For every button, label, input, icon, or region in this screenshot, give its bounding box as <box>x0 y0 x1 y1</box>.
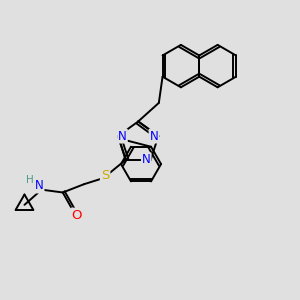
Text: O: O <box>71 208 82 222</box>
Text: N: N <box>35 179 44 193</box>
Text: N: N <box>142 153 151 166</box>
Text: H: H <box>26 175 34 185</box>
Text: N: N <box>118 130 127 142</box>
Text: S: S <box>101 169 109 182</box>
Text: N: N <box>150 130 158 142</box>
